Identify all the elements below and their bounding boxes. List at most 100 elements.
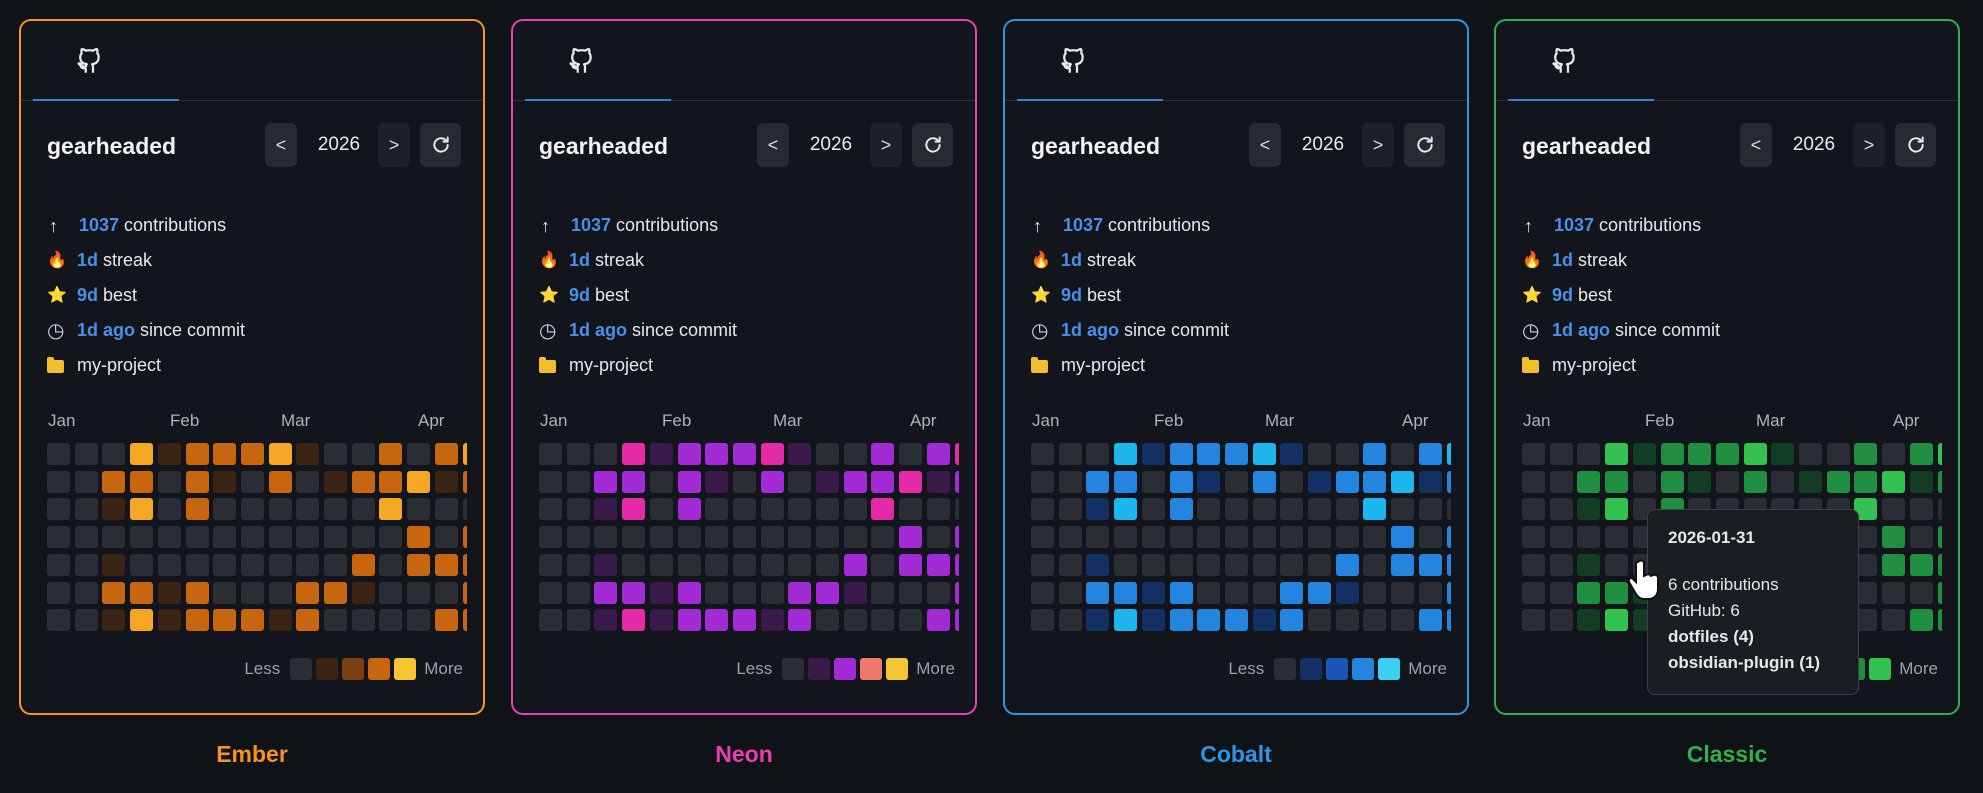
day-cell[interactable] — [434, 498, 458, 521]
day-cell[interactable] — [1909, 609, 1933, 632]
day-cell[interactable] — [1715, 470, 1739, 493]
day-cell[interactable] — [1418, 443, 1442, 465]
day-cell[interactable] — [1391, 470, 1415, 493]
day-cell[interactable] — [157, 443, 181, 465]
day-cell[interactable] — [622, 553, 646, 576]
day-cell[interactable] — [926, 498, 950, 521]
day-cell[interactable] — [1605, 526, 1629, 549]
day-cell[interactable] — [268, 553, 292, 576]
day-cell[interactable] — [539, 443, 562, 465]
day-cell[interactable] — [1605, 470, 1629, 493]
day-cell[interactable] — [434, 609, 458, 632]
day-cell[interactable] — [1252, 609, 1276, 632]
github-icon[interactable] — [565, 43, 599, 77]
day-cell[interactable] — [102, 553, 126, 576]
day-cell[interactable] — [816, 609, 839, 632]
day-cell[interactable] — [324, 498, 347, 521]
day-cell[interactable] — [1882, 443, 1906, 465]
day-cell[interactable] — [1418, 581, 1442, 604]
day-cell[interactable] — [1031, 609, 1054, 632]
day-cell[interactable] — [705, 581, 729, 604]
day-cell[interactable] — [130, 443, 154, 465]
day-cell[interactable] — [1882, 498, 1906, 521]
day-cell[interactable] — [1197, 581, 1221, 604]
day-cell[interactable] — [268, 443, 292, 465]
day-cell[interactable] — [1854, 470, 1878, 493]
day-cell[interactable] — [1418, 470, 1442, 493]
day-cell[interactable] — [1937, 498, 1942, 521]
day-cell[interactable] — [1577, 498, 1601, 521]
day-cell[interactable] — [74, 609, 98, 632]
day-cell[interactable] — [1937, 443, 1942, 465]
day-cell[interactable] — [705, 609, 729, 632]
day-cell[interactable] — [1363, 470, 1387, 493]
day-cell[interactable] — [213, 553, 237, 576]
day-cell[interactable] — [74, 553, 98, 576]
day-cell[interactable] — [462, 609, 467, 632]
day-cell[interactable] — [130, 470, 154, 493]
day-cell[interactable] — [1632, 470, 1656, 493]
day-cell[interactable] — [213, 609, 237, 632]
next-year-button[interactable]: > — [1362, 123, 1394, 167]
day-cell[interactable] — [871, 470, 895, 493]
day-cell[interactable] — [649, 526, 673, 549]
day-cell[interactable] — [1605, 498, 1629, 521]
day-cell[interactable] — [954, 498, 959, 521]
day-cell[interactable] — [351, 581, 375, 604]
day-cell[interactable] — [1446, 526, 1451, 549]
project-name[interactable]: my-project — [569, 355, 654, 375]
project-name[interactable]: my-project — [1061, 355, 1146, 375]
day-cell[interactable] — [1391, 526, 1415, 549]
day-cell[interactable] — [1771, 470, 1795, 493]
day-cell[interactable] — [1031, 581, 1054, 604]
day-cell[interactable] — [1058, 526, 1082, 549]
day-cell[interactable] — [816, 581, 839, 604]
day-cell[interactable] — [1549, 553, 1573, 576]
prev-year-button[interactable]: < — [757, 123, 789, 167]
day-cell[interactable] — [622, 609, 646, 632]
day-cell[interactable] — [1909, 443, 1933, 465]
day-cell[interactable] — [926, 609, 950, 632]
day-cell[interactable] — [871, 581, 895, 604]
prev-year-button[interactable]: < — [265, 123, 297, 167]
day-cell[interactable] — [185, 609, 209, 632]
day-cell[interactable] — [351, 470, 375, 493]
day-cell[interactable] — [1937, 609, 1942, 632]
day-cell[interactable] — [871, 553, 895, 576]
day-cell[interactable] — [407, 470, 431, 493]
day-cell[interactable] — [1280, 553, 1304, 576]
day-cell[interactable] — [926, 553, 950, 576]
refresh-button[interactable] — [1404, 123, 1445, 167]
day-cell[interactable] — [539, 609, 562, 632]
day-cell[interactable] — [732, 553, 756, 576]
day-cell[interactable] — [566, 498, 590, 521]
day-cell[interactable] — [1937, 581, 1942, 604]
day-cell[interactable] — [379, 609, 403, 632]
day-cell[interactable] — [324, 609, 347, 632]
day-cell[interactable] — [185, 581, 209, 604]
day-cell[interactable] — [1854, 443, 1878, 465]
day-cell[interactable] — [1169, 443, 1193, 465]
day-cell[interactable] — [1141, 609, 1165, 632]
day-cell[interactable] — [760, 498, 784, 521]
day-cell[interactable] — [1086, 581, 1110, 604]
day-cell[interactable] — [47, 581, 70, 604]
day-cell[interactable] — [1363, 609, 1387, 632]
day-cell[interactable] — [268, 498, 292, 521]
day-cell[interactable] — [1882, 470, 1906, 493]
day-cell[interactable] — [1031, 526, 1054, 549]
day-cell[interactable] — [705, 470, 729, 493]
day-cell[interactable] — [1141, 581, 1165, 604]
day-cell[interactable] — [622, 443, 646, 465]
day-cell[interactable] — [594, 553, 618, 576]
day-cell[interactable] — [1114, 526, 1138, 549]
day-cell[interactable] — [1391, 498, 1415, 521]
day-cell[interactable] — [351, 498, 375, 521]
day-cell[interactable] — [1660, 470, 1684, 493]
day-cell[interactable] — [816, 526, 839, 549]
day-cell[interactable] — [1909, 526, 1933, 549]
day-cell[interactable] — [539, 553, 562, 576]
day-cell[interactable] — [843, 581, 867, 604]
day-cell[interactable] — [1114, 470, 1138, 493]
day-cell[interactable] — [1141, 553, 1165, 576]
